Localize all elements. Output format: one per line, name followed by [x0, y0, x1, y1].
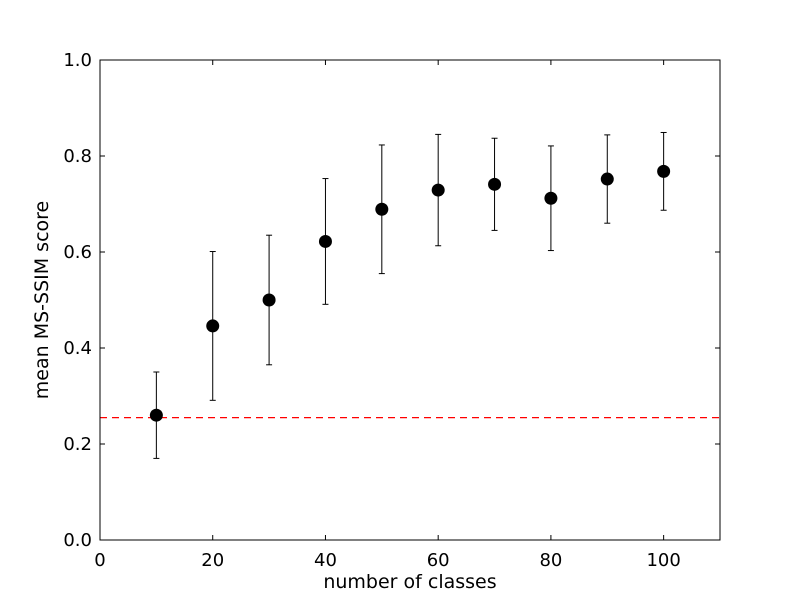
- x-tick-label: 80: [539, 550, 562, 571]
- x-tick-label: 20: [201, 550, 224, 571]
- y-tick-label: 0.0: [63, 530, 92, 551]
- y-tick-label: 0.8: [63, 146, 92, 167]
- x-tick-label: 0: [94, 550, 105, 571]
- data-point: [431, 183, 445, 197]
- y-tick-label: 0.6: [63, 242, 92, 263]
- data-point: [544, 191, 558, 205]
- y-tick-label: 0.2: [63, 434, 92, 455]
- x-tick-label: 40: [314, 550, 337, 571]
- data-point: [318, 234, 332, 248]
- data-point: [375, 202, 389, 216]
- plot-area: [100, 60, 720, 540]
- data-point: [600, 172, 614, 186]
- y-tick-label: 0.4: [63, 338, 92, 359]
- y-axis-label: mean MS-SSIM score: [31, 201, 53, 399]
- data-point: [488, 177, 502, 191]
- data-point: [206, 319, 220, 333]
- x-tick-label: 100: [646, 550, 680, 571]
- data-point: [262, 293, 276, 307]
- y-tick-label: 1.0: [63, 50, 92, 71]
- x-tick-label: 60: [427, 550, 450, 571]
- plot-frame: [99, 59, 721, 541]
- x-axis-label: number of classes: [323, 571, 496, 593]
- data-point: [149, 408, 163, 422]
- data-point: [657, 164, 671, 178]
